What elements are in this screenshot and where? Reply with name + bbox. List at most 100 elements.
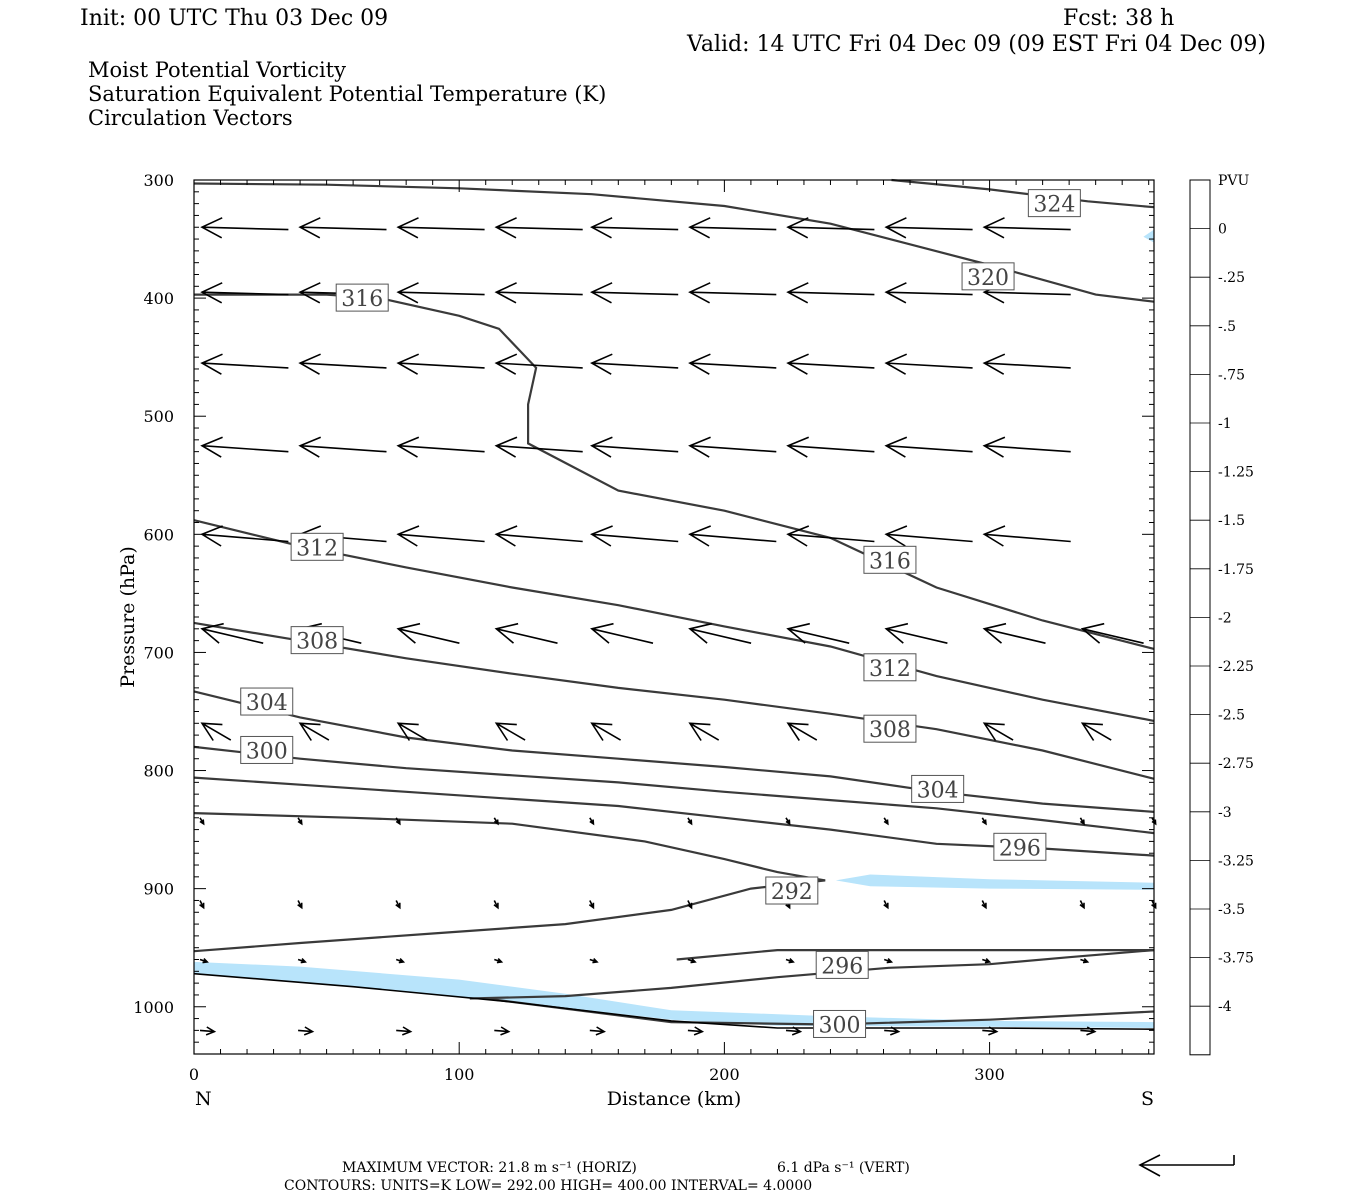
contour-304-8: [193, 690, 1155, 813]
vector-r1-c6: [786, 282, 875, 304]
vector-r8-c7: [883, 900, 889, 910]
vector-r5-c8: [982, 622, 1046, 644]
vector-r9-c5: [687, 958, 697, 964]
svg-text:316: 316: [341, 287, 383, 312]
vector-r9-c6: [785, 958, 795, 964]
x-tick-label-100: 100: [444, 1065, 475, 1084]
max-vector-horiz: MAXIMUM VECTOR: 21.8 m s⁻¹ (HORIZ): [342, 1160, 637, 1176]
x-tick-label-300: 300: [974, 1065, 1005, 1084]
contour-320-1: [193, 182, 1155, 303]
vector-r4-c6: [786, 525, 875, 547]
vector-r10-c3: [494, 1026, 511, 1036]
y-tick-label-400: 400: [143, 289, 174, 308]
vector-r4-c3: [494, 525, 583, 547]
vector-r0-c2: [396, 217, 485, 239]
vector-r0-c8: [982, 217, 1071, 239]
init-time: Init: 00 UTC Thu 03 Dec 09: [80, 6, 388, 31]
pv-shade-region-0: [194, 961, 1154, 1028]
contour-label-304-9: 304: [911, 774, 965, 803]
y-tick-label-1000: 1000: [133, 998, 174, 1017]
vector-r8-c2: [395, 900, 401, 910]
svg-text:324: 324: [1033, 193, 1075, 218]
svg-text:296: 296: [821, 954, 863, 979]
vector-r3-c8: [982, 436, 1071, 458]
valid-time: Valid: 14 UTC Fri 04 Dec 09 (09 EST Fri …: [686, 32, 1266, 57]
vector-r10-c2: [396, 1026, 413, 1036]
vector-r8-c0: [199, 900, 205, 910]
vector-r6-c8: [982, 722, 1014, 741]
contour-label-300-10: 300: [240, 735, 294, 764]
svg-text:308: 308: [296, 630, 338, 655]
vector-r0-c0: [200, 217, 289, 239]
vector-r5-c0: [200, 622, 264, 644]
pv-shade-region-2: [1143, 229, 1154, 243]
y-tick-label-500: 500: [143, 407, 174, 426]
vector-r5-c7: [884, 622, 948, 644]
vector-r1-c0: [200, 282, 289, 304]
contour-label-296-14: 296: [815, 950, 869, 979]
vector-r4-c8: [982, 525, 1071, 547]
contour-label-316-2: 316: [335, 283, 389, 312]
contour-label-308-6: 308: [290, 626, 344, 655]
vector-r9-c8: [982, 958, 992, 964]
vector-r6-c3: [494, 722, 526, 741]
colorbar-label-12: -3: [1218, 805, 1232, 821]
vector-r5-c3: [494, 622, 558, 644]
vector-r7-c7: [883, 817, 889, 826]
contour-label-324-0: 324: [1027, 189, 1081, 218]
vector-r10-c6: [785, 1026, 803, 1036]
contour-308-6: [193, 621, 1155, 780]
vector-r7-c8: [981, 817, 987, 826]
colorbar-label-3: -.75: [1218, 367, 1245, 383]
vector-r4-c7: [884, 525, 973, 547]
vector-r7-c5: [687, 817, 693, 826]
vector-r2-c8: [982, 353, 1071, 375]
vector-r4-c0: [200, 525, 289, 547]
vector-r8-c3: [493, 900, 499, 910]
vector-r2-c5: [688, 353, 777, 375]
contour-300-10: [193, 745, 1155, 835]
vector-r2-c0: [200, 353, 289, 375]
contour-300-11: [469, 949, 1155, 1000]
vector-r3-c2: [396, 436, 485, 458]
colorbar-label-4: -1: [1218, 416, 1232, 432]
vector-r2-c1: [298, 353, 387, 375]
vector-r7-c6: [785, 817, 791, 826]
contour-label-312-5: 312: [863, 653, 917, 682]
vector-r4-c2: [396, 525, 485, 547]
colorbar-label-5: -1.25: [1218, 465, 1254, 481]
vector-r8-c4: [588, 900, 595, 910]
vector-r10-c0: [199, 1026, 217, 1036]
svg-text:296: 296: [999, 836, 1041, 861]
vector-r3-c0: [200, 436, 289, 458]
vector-r9-c1: [297, 958, 307, 964]
contour-312-4: [193, 519, 1155, 722]
svg-text:312: 312: [296, 536, 338, 561]
vector-r0-c3: [494, 217, 583, 239]
vector-r1-c2: [396, 282, 485, 304]
colorbar-label-16: -4: [1218, 999, 1232, 1015]
vector-r9-c0: [199, 958, 209, 964]
vector-r8-c8: [981, 900, 987, 910]
vector-r1-c7: [884, 282, 973, 304]
svg-text:300: 300: [246, 739, 288, 764]
colorbar-label-13: -3.25: [1218, 853, 1254, 869]
colorbar-label-9: -2.25: [1218, 659, 1254, 675]
vector-r10-c5: [687, 1026, 705, 1036]
colorbar-label-10: -2.5: [1218, 708, 1245, 724]
y-axis-label: Pressure (hPa): [117, 546, 139, 688]
pv-colorbar: PVU 0 -.25 -.5 -.75 -1 -1.25 -1.5 -1.75 -2 -2.25 -…: [1189, 173, 1254, 1056]
field-label-mpv: Moist Potential Vorticity: [88, 58, 346, 82]
svg-text:304: 304: [917, 778, 959, 803]
vector-r5-c6: [786, 622, 850, 644]
vector-r5-c9: [1080, 622, 1144, 644]
svg-text:304: 304: [246, 691, 288, 716]
svg-text:292: 292: [771, 880, 813, 905]
vector-r10-c8: [982, 1026, 999, 1036]
vector-r10-c7: [884, 1026, 901, 1036]
vector-r1-c4: [590, 282, 679, 304]
vector-r3-c3: [494, 436, 583, 458]
x-end-label-south: S: [1141, 1088, 1154, 1110]
svg-text:300: 300: [819, 1013, 861, 1038]
